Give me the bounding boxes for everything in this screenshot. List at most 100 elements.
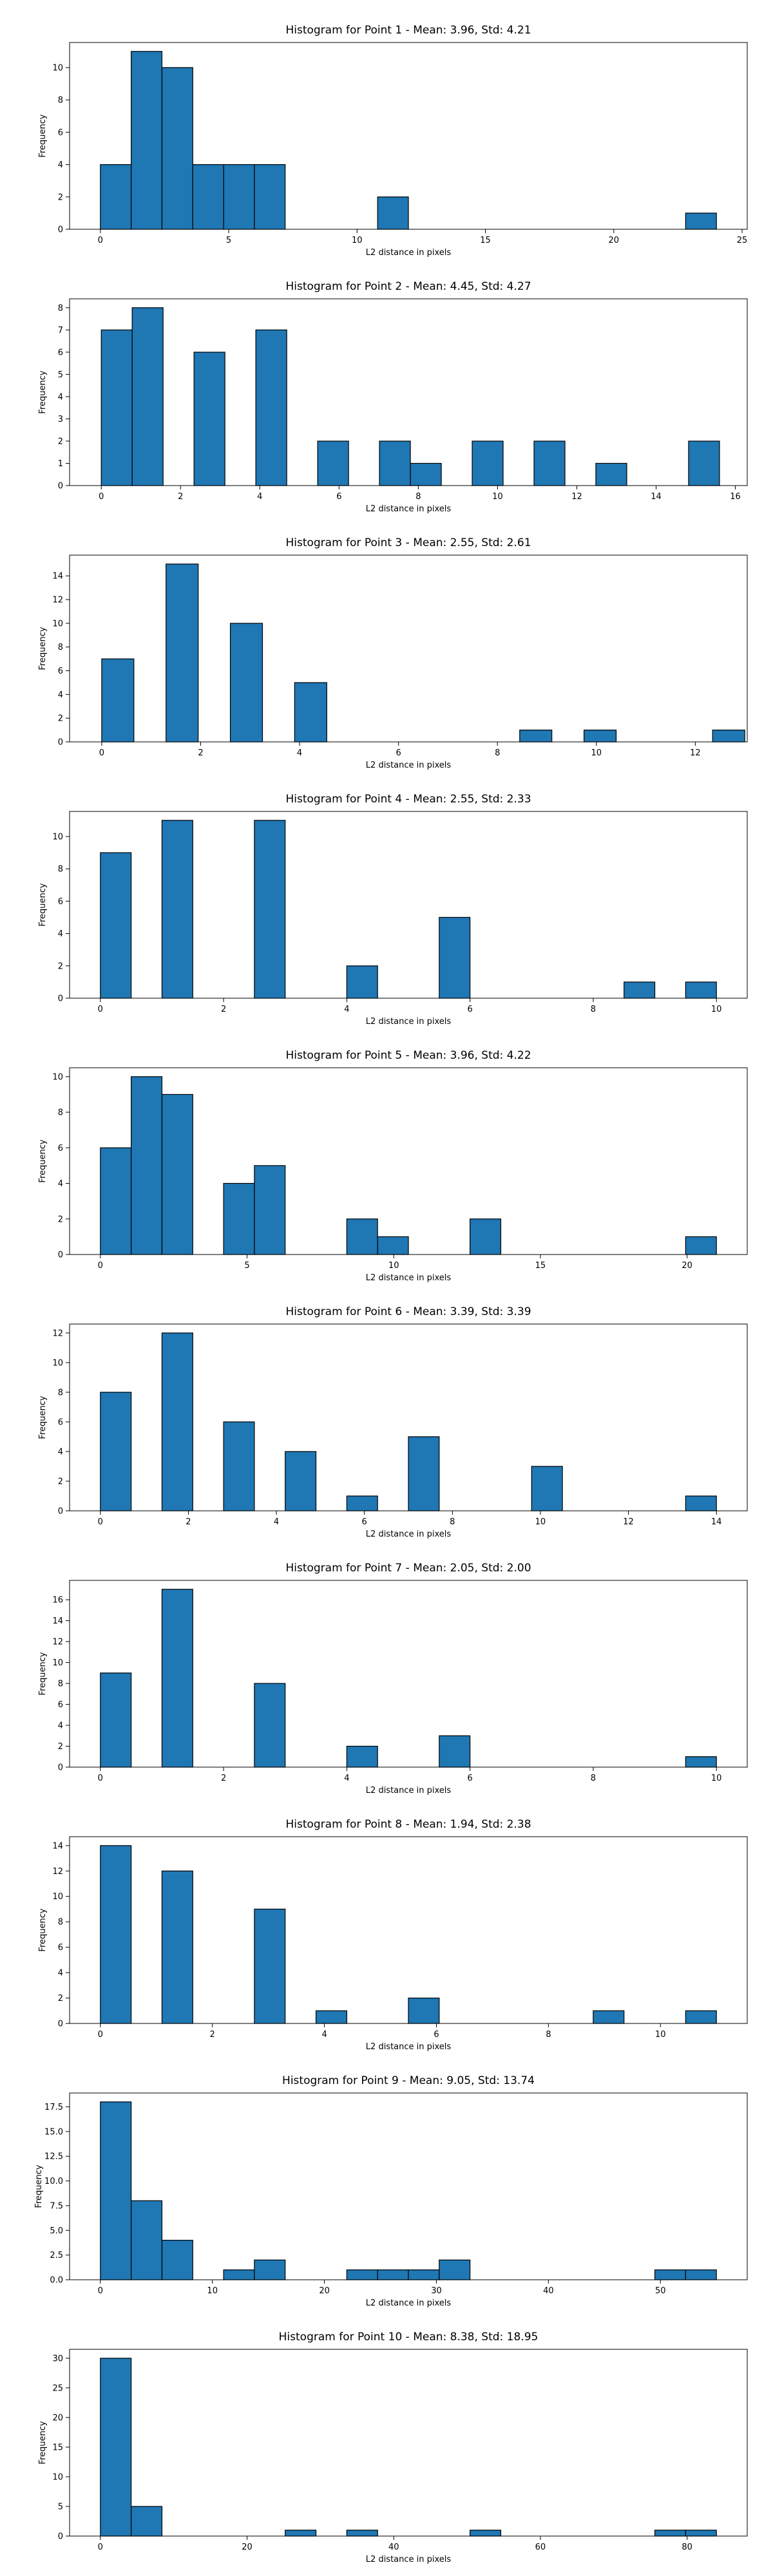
histogram-bar [100, 329, 133, 486]
histogram-bar [192, 164, 224, 230]
axes-frame [69, 1067, 748, 1255]
y-tick-label: 6 [58, 1417, 63, 1427]
histogram-bar [193, 352, 225, 486]
y-tick-label: 12.5 [44, 2152, 63, 2162]
histogram-panel: Histogram for Point 2 - Mean: 4.45, Std:… [0, 259, 773, 514]
histogram-bar [229, 623, 263, 743]
y-tick-label: 8 [58, 1918, 63, 1927]
y-tick-label: 6 [58, 667, 63, 676]
y-tick-label: 4 [58, 1447, 63, 1457]
histogram-bar [254, 1683, 286, 1768]
y-axis-label: Frequency [38, 627, 48, 670]
x-tick-label: 10 [711, 1774, 722, 1783]
histogram-bar [100, 852, 132, 999]
histogram-bar [100, 2358, 132, 2537]
histogram-chart: Histogram for Point 10 - Mean: 8.38, Std… [38, 2331, 748, 2564]
histogram-bar [315, 2010, 347, 2024]
y-tick-label: 10 [52, 832, 63, 842]
chart-title: Histogram for Point 3 - Mean: 2.55, Std:… [285, 536, 531, 549]
histogram-bar [654, 2269, 686, 2280]
y-tick-label: 5 [58, 370, 63, 380]
histogram-bar [223, 164, 255, 230]
x-tick-label: 8 [495, 748, 500, 758]
histogram-bar [100, 1392, 132, 1511]
histogram-bar [439, 916, 471, 999]
histogram-bar [100, 164, 132, 230]
histogram-bar [408, 1436, 440, 1511]
x-tick-label: 12 [571, 492, 582, 502]
x-tick-label: 8 [546, 2030, 551, 2040]
y-tick-label: 4 [58, 160, 63, 170]
x-axis-label: L2 distance in pixels [366, 1017, 452, 1027]
x-tick-label: 0 [98, 236, 103, 245]
y-tick-label: 8 [58, 303, 63, 313]
x-axis-label: L2 distance in pixels [366, 1786, 452, 1795]
x-tick-label: 0 [98, 1517, 103, 1527]
x-tick-label: 0 [98, 1005, 103, 1014]
histogram-bar [166, 564, 199, 743]
y-tick-label: 8 [58, 865, 63, 875]
histogram-chart: Histogram for Point 4 - Mean: 2.55, Std:… [38, 793, 748, 1027]
x-tick-label: 40 [388, 2543, 399, 2552]
histogram-panel: Histogram for Point 1 - Mean: 3.96, Std:… [0, 3, 773, 258]
x-tick-label: 20 [609, 236, 620, 245]
x-tick-label: 5 [226, 236, 231, 245]
chart-title: Histogram for Point 10 - Mean: 8.38, Std… [279, 2331, 539, 2344]
histogram-bar [408, 2269, 440, 2280]
x-axis-label: L2 distance in pixels [366, 248, 452, 258]
axes-frame [69, 554, 748, 743]
histogram-bar [654, 2530, 686, 2537]
histogram-bar [223, 1182, 255, 1255]
histogram-bar [161, 820, 193, 999]
x-tick-label: 4 [297, 748, 302, 758]
y-tick-label: 4 [58, 392, 63, 402]
x-tick-label: 30 [431, 2286, 442, 2296]
histogram-bar [100, 2101, 132, 2280]
x-tick-label: 25 [737, 236, 748, 245]
chart-title: Histogram for Point 6 - Mean: 3.39, Std:… [285, 1305, 531, 1318]
histogram-bar [161, 1332, 193, 1511]
x-tick-label: 2 [178, 492, 183, 502]
x-tick-label: 2 [186, 1517, 191, 1527]
y-tick-label: 0 [58, 1507, 63, 1517]
histogram-bar [223, 1421, 255, 1511]
histogram-bar [131, 51, 163, 230]
y-tick-label: 7 [58, 326, 63, 336]
histogram-bar [531, 1466, 563, 1511]
y-tick-label: 10 [52, 1892, 63, 1902]
y-axis-label: Frequency [38, 114, 48, 157]
y-tick-label: 14 [52, 572, 63, 582]
histogram-bar [131, 2506, 163, 2537]
chart-title: Histogram for Point 5 - Mean: 3.96, Std:… [285, 1049, 531, 1062]
x-tick-label: 14 [651, 492, 662, 502]
y-tick-label: 0 [58, 738, 63, 748]
histogram-bar [377, 196, 409, 230]
y-tick-label: 20 [52, 2413, 63, 2423]
x-tick-label: 8 [450, 1517, 455, 1527]
histogram-panel: Histogram for Point 8 - Mean: 1.94, Std:… [0, 1797, 773, 2052]
y-tick-label: 14 [52, 1841, 63, 1851]
histogram-bar [377, 1236, 409, 1255]
histogram-panel: Histogram for Point 6 - Mean: 3.39, Std:… [0, 1284, 773, 1539]
histogram-bar [410, 462, 442, 486]
x-tick-label: 4 [321, 2030, 327, 2040]
histogram-chart: Histogram for Point 3 - Mean: 2.55, Std:… [38, 536, 748, 770]
x-tick-label: 10 [535, 1517, 546, 1527]
x-tick-label: 8 [591, 1005, 596, 1014]
y-tick-label: 0 [58, 482, 63, 491]
histogram-bar [285, 2530, 317, 2537]
y-tick-label: 10 [52, 1658, 63, 1668]
histogram-panel: Histogram for Point 4 - Mean: 2.55, Std:… [0, 772, 773, 1027]
x-tick-label: 4 [344, 1005, 349, 1014]
y-tick-label: 2 [58, 1742, 63, 1752]
x-axis-label: L2 distance in pixels [366, 1530, 452, 1539]
y-tick-label: 12 [52, 596, 63, 605]
histogram-bar [346, 965, 378, 999]
histogram-bar [131, 307, 164, 486]
y-tick-label: 6 [58, 1144, 63, 1153]
chart-title: Histogram for Point 9 - Mean: 9.05, Std:… [282, 2074, 535, 2087]
histogram-bar [685, 2269, 717, 2280]
x-tick-label: 2 [210, 2030, 215, 2040]
y-tick-label: 30 [52, 2354, 63, 2363]
x-tick-label: 10 [711, 1005, 722, 1014]
